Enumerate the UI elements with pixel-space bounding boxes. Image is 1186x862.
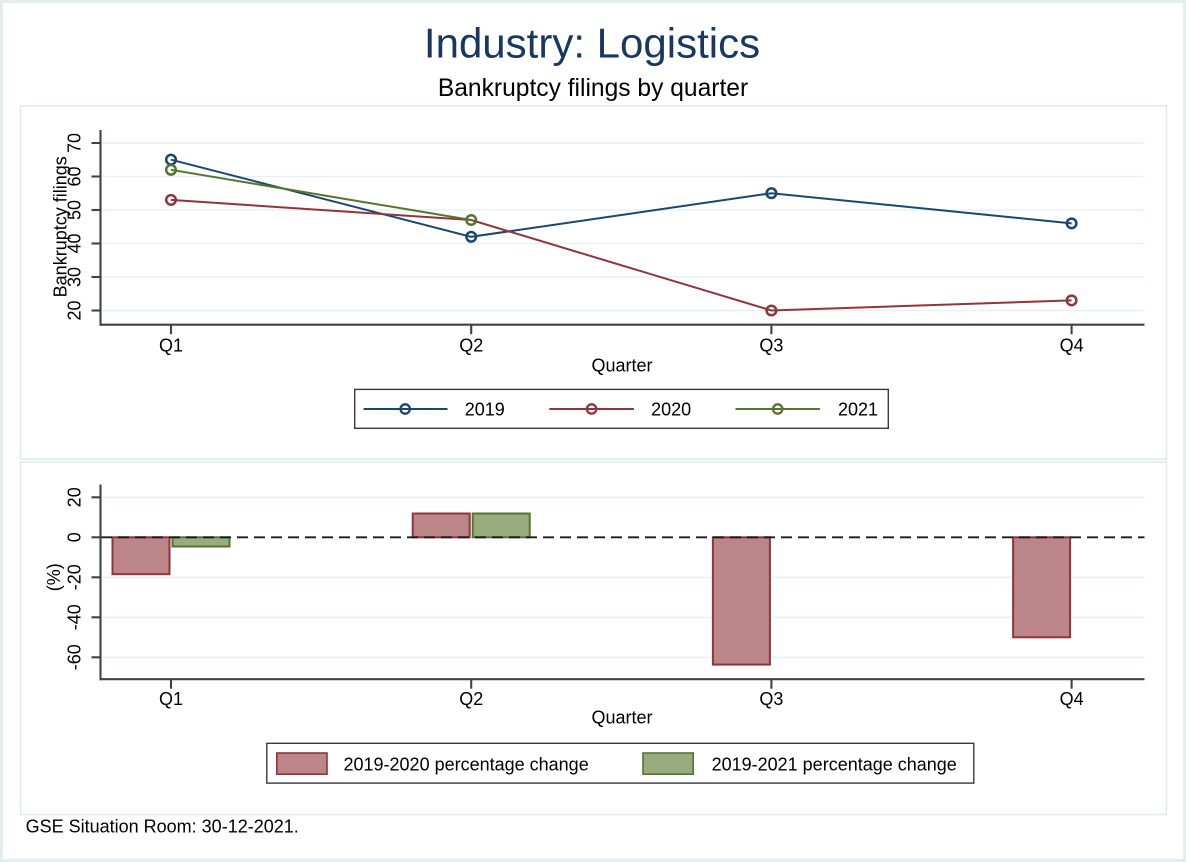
svg-text:Q4: Q4 xyxy=(1060,689,1084,709)
svg-text:Q4: Q4 xyxy=(1060,336,1084,356)
svg-text:-60: -60 xyxy=(65,644,85,670)
svg-text:Quarter: Quarter xyxy=(591,356,652,376)
svg-text:2019-2020 percentage change: 2019-2020 percentage change xyxy=(344,754,589,774)
svg-text:Q3: Q3 xyxy=(759,689,783,709)
svg-text:2021: 2021 xyxy=(838,400,878,420)
svg-text:2019-2021 percentage change: 2019-2021 percentage change xyxy=(712,754,957,774)
svg-text:70: 70 xyxy=(65,133,85,153)
svg-text:Q3: Q3 xyxy=(759,336,783,356)
svg-text:2019: 2019 xyxy=(465,400,505,420)
svg-text:Bankruptcy filings by quarter: Bankruptcy filings by quarter xyxy=(438,75,748,102)
svg-text:-20: -20 xyxy=(65,564,85,590)
svg-text:50: 50 xyxy=(65,200,85,220)
svg-text:-40: -40 xyxy=(65,604,85,630)
svg-text:60: 60 xyxy=(65,166,85,186)
svg-text:GSE Situation Room: 30-12-2021: GSE Situation Room: 30-12-2021. xyxy=(26,817,299,837)
svg-text:Bankruptcy filings: Bankruptcy filings xyxy=(51,156,71,297)
svg-text:0: 0 xyxy=(65,532,85,542)
svg-text:2020: 2020 xyxy=(651,400,691,420)
svg-text:Q1: Q1 xyxy=(159,336,183,356)
svg-text:(%): (%) xyxy=(44,563,64,591)
svg-text:20: 20 xyxy=(65,300,85,320)
svg-text:Quarter: Quarter xyxy=(591,708,652,728)
svg-text:40: 40 xyxy=(65,233,85,253)
svg-text:Q2: Q2 xyxy=(459,336,483,356)
svg-text:Q2: Q2 xyxy=(459,689,483,709)
svg-text:Industry: Logistics: Industry: Logistics xyxy=(424,20,760,67)
svg-text:30: 30 xyxy=(65,267,85,287)
svg-text:Q1: Q1 xyxy=(159,689,183,709)
svg-text:20: 20 xyxy=(65,487,85,507)
